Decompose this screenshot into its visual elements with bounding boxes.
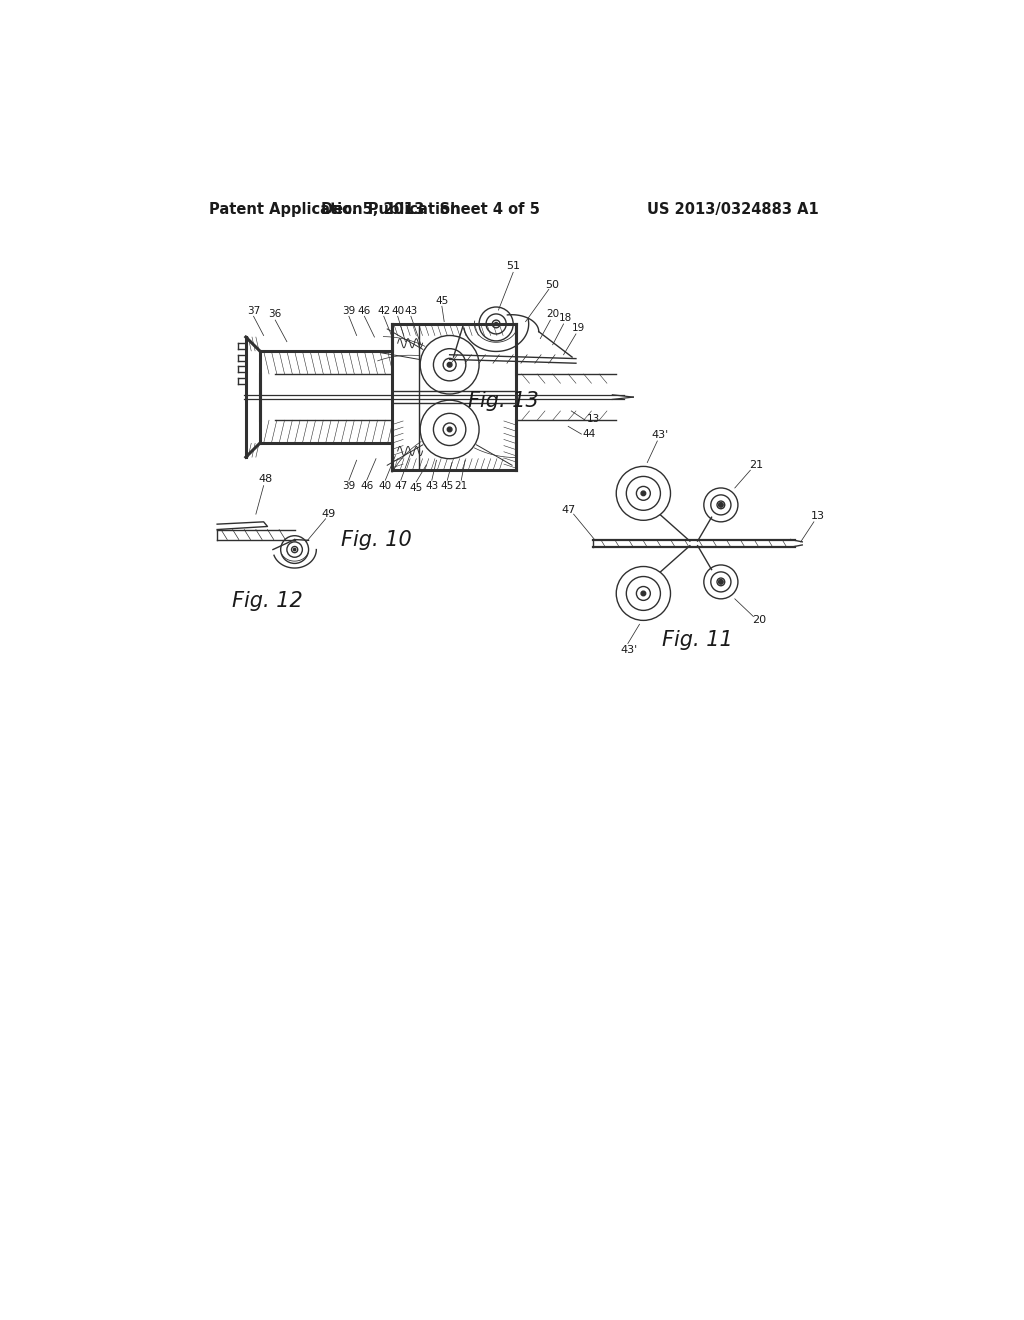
Text: US 2013/0324883 A1: US 2013/0324883 A1	[646, 202, 818, 218]
Text: 19: 19	[571, 323, 585, 333]
Text: 45: 45	[410, 483, 423, 492]
Text: 36: 36	[268, 309, 282, 319]
Text: 39: 39	[342, 306, 355, 315]
Circle shape	[447, 428, 452, 432]
Text: 42: 42	[377, 306, 390, 315]
Text: 43': 43'	[621, 645, 638, 656]
Text: 48: 48	[258, 474, 272, 484]
Text: 18: 18	[559, 313, 572, 323]
Text: 49: 49	[322, 510, 336, 519]
Text: Fig. 12: Fig. 12	[232, 591, 303, 611]
Text: Fig. 11: Fig. 11	[663, 630, 733, 649]
Text: 43': 43'	[652, 430, 669, 440]
Circle shape	[641, 591, 646, 595]
Circle shape	[294, 548, 296, 550]
Text: 20: 20	[546, 309, 559, 319]
Circle shape	[719, 503, 723, 507]
Text: 21: 21	[749, 459, 763, 470]
Text: 43: 43	[425, 482, 438, 491]
Circle shape	[495, 322, 498, 326]
Text: 46: 46	[357, 306, 371, 315]
Text: Dec. 5, 2013   Sheet 4 of 5: Dec. 5, 2013 Sheet 4 of 5	[321, 202, 540, 218]
Text: 44: 44	[583, 429, 596, 440]
Text: 20: 20	[753, 615, 767, 626]
Text: 47: 47	[561, 504, 575, 515]
Text: 45: 45	[435, 296, 449, 306]
Text: 46: 46	[360, 482, 374, 491]
Text: Fig. 13: Fig. 13	[469, 391, 540, 411]
Circle shape	[447, 363, 452, 367]
Circle shape	[719, 579, 723, 585]
Text: 39: 39	[342, 482, 355, 491]
Text: 47: 47	[394, 482, 408, 491]
Text: 21: 21	[455, 482, 468, 491]
Text: 40: 40	[391, 306, 404, 315]
Text: 37: 37	[247, 306, 260, 315]
Text: Patent Application Publication: Patent Application Publication	[209, 202, 461, 218]
Text: 50: 50	[545, 280, 559, 289]
Text: 45: 45	[440, 482, 454, 491]
Text: 51: 51	[506, 261, 520, 271]
Text: 13: 13	[811, 511, 824, 521]
Text: 13: 13	[587, 413, 600, 424]
Text: Fig. 10: Fig. 10	[341, 529, 412, 549]
Text: 43: 43	[404, 306, 418, 315]
Circle shape	[641, 491, 646, 496]
Text: 40: 40	[379, 482, 392, 491]
